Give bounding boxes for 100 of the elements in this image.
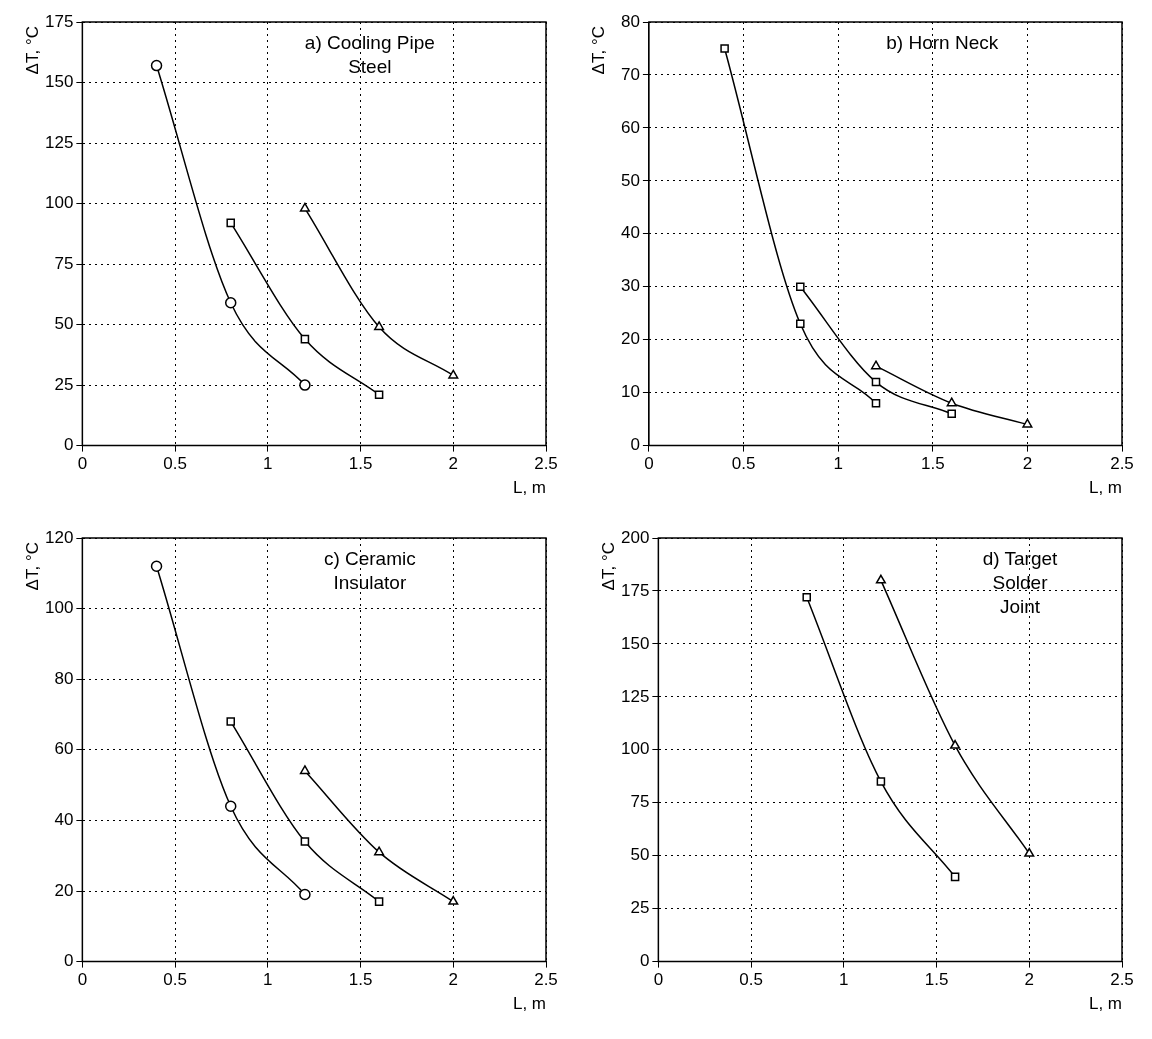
- point: [299, 379, 311, 391]
- x-tick-label: 0.5: [731, 454, 756, 474]
- point: [950, 739, 961, 749]
- y-tick-label: 40: [620, 223, 640, 243]
- x-tick-label: 1.5: [348, 970, 373, 990]
- point: [875, 574, 886, 584]
- point: [1022, 418, 1033, 428]
- point: [802, 593, 812, 602]
- y-tick-label: 100: [44, 193, 74, 213]
- point: [299, 765, 310, 775]
- x-tick-label: 2: [1022, 454, 1033, 474]
- y-tick-label: 175: [620, 580, 650, 600]
- x-tick-label: 1.5: [924, 970, 949, 990]
- point: [947, 409, 956, 419]
- x-tick-label: 2.5: [1110, 454, 1134, 474]
- y-tick-label: 0: [630, 435, 640, 455]
- y-tick-label: 10: [620, 382, 640, 402]
- x-axis-title: L, m: [1088, 477, 1122, 497]
- x-tick-label: 2: [448, 970, 459, 990]
- point: [720, 44, 729, 53]
- point: [374, 846, 385, 856]
- text: b) Horn Neck: [886, 31, 999, 53]
- y-tick-label: 150: [620, 633, 650, 653]
- point: [150, 59, 163, 72]
- text: c) Ceramic Insulator: [323, 547, 416, 593]
- y-tick-label: 20: [54, 880, 74, 900]
- point: [299, 888, 311, 901]
- y-tick-label: 60: [620, 117, 640, 137]
- point: [950, 872, 960, 882]
- y-axis-title: ΔT, °C: [589, 26, 609, 75]
- y-tick-label: 50: [54, 314, 74, 334]
- y-tick-label: 20: [620, 329, 640, 349]
- y-axis-title: ΔT, °C: [22, 26, 42, 75]
- y-tick-label: 120: [44, 527, 74, 547]
- y-tick-label: 50: [620, 170, 640, 190]
- y-tick-label: 0: [63, 951, 74, 971]
- point: [876, 777, 886, 786]
- point: [946, 397, 957, 407]
- y-tick-label: 75: [54, 253, 74, 273]
- y-tick-label: 50: [630, 845, 650, 865]
- x-tick-label: 0: [77, 970, 88, 990]
- y-tick-label: 25: [630, 898, 650, 918]
- y-tick-label: 60: [54, 739, 74, 759]
- point: [374, 390, 384, 400]
- y-tick-label: 125: [44, 132, 74, 152]
- point: [871, 377, 881, 387]
- x-tick-label: 1: [833, 454, 843, 474]
- x-tick-label: 1.5: [348, 454, 373, 474]
- x-tick-label: 1: [263, 454, 273, 474]
- point: [374, 321, 385, 331]
- y-tick-label: 0: [63, 435, 74, 455]
- y-tick-label: 80: [54, 668, 74, 688]
- y-tick-label: 100: [620, 739, 650, 759]
- point: [374, 897, 384, 906]
- point: [448, 895, 459, 905]
- y-tick-label: 100: [44, 598, 74, 618]
- point: [796, 282, 805, 292]
- point: [300, 837, 310, 846]
- point: [870, 360, 882, 370]
- x-tick-label: 0.5: [163, 454, 187, 474]
- y-tick-label: 75: [630, 792, 650, 812]
- y-tick-label: 125: [620, 686, 650, 706]
- y-tick-label: 40: [54, 810, 74, 830]
- y-axis-title: ΔT, °C: [22, 542, 42, 591]
- point: [226, 218, 236, 228]
- text: d) Target Solder Joint: [982, 547, 1059, 617]
- y-tick-label: 150: [44, 72, 74, 92]
- y-tick-label: 70: [620, 64, 640, 84]
- x-axis-title: L, m: [512, 993, 546, 1013]
- x-tick-label: 1: [263, 970, 273, 990]
- point: [224, 800, 237, 813]
- point: [224, 297, 237, 309]
- x-tick-label: 2: [1024, 970, 1035, 990]
- x-tick-label: 0: [77, 454, 88, 474]
- y-tick-label: 25: [54, 374, 74, 394]
- y-tick-label: 80: [620, 11, 640, 31]
- point: [300, 334, 310, 344]
- x-tick-label: 2.5: [534, 454, 558, 474]
- x-axis-title: L, m: [512, 477, 546, 497]
- y-axis-title: ΔT, °C: [598, 542, 618, 591]
- x-tick-label: 2.5: [534, 970, 558, 990]
- point: [1024, 847, 1035, 857]
- x-tick-label: 0.5: [163, 970, 187, 990]
- y-tick-label: 30: [620, 276, 640, 296]
- x-tick-label: 2: [448, 454, 459, 474]
- point: [299, 202, 310, 212]
- x-tick-label: 1: [839, 970, 849, 990]
- point: [226, 717, 236, 726]
- point: [150, 560, 163, 572]
- text: a) Cooling Pipe Steel: [304, 31, 435, 77]
- y-tick-label: 200: [620, 527, 650, 547]
- x-tick-label: 1.5: [920, 454, 945, 474]
- x-tick-label: 0.5: [739, 970, 763, 990]
- point: [448, 369, 459, 379]
- y-tick-label: 175: [44, 11, 74, 31]
- point: [796, 319, 805, 329]
- x-tick-label: 0: [653, 970, 664, 990]
- x-axis-title: L, m: [1088, 993, 1122, 1013]
- x-tick-label: 2.5: [1110, 970, 1134, 990]
- point: [871, 398, 881, 408]
